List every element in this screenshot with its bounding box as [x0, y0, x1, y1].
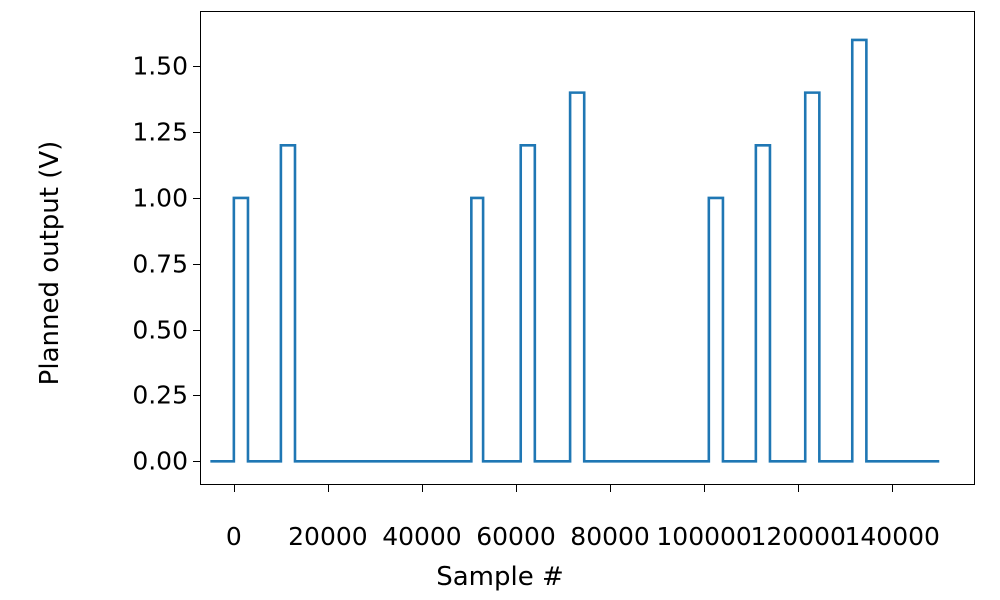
y-tick-label: 0.25: [132, 380, 188, 410]
y-tick-mark: [193, 132, 200, 134]
x-tick-mark: [327, 485, 329, 492]
y-tick-mark: [193, 263, 200, 265]
x-tick-label: 100000: [656, 522, 752, 551]
y-axis-label: Planned output (V): [35, 140, 65, 386]
y-axis-label-wrapper: Planned output (V): [35, 53, 65, 473]
y-tick-label: 1.25: [132, 117, 188, 147]
x-tick-mark: [610, 485, 612, 492]
x-tick-mark: [421, 485, 423, 492]
x-tick-label: 80000: [570, 522, 650, 551]
y-tick-label: 1.00: [132, 183, 188, 213]
x-tick-mark: [892, 485, 894, 492]
y-tick-label: 0.50: [132, 315, 188, 345]
y-tick-mark: [193, 395, 200, 397]
y-tick-mark: [193, 329, 200, 331]
y-tick-mark: [193, 197, 200, 199]
x-tick-label: 20000: [288, 522, 368, 551]
x-tick-label: 0: [225, 522, 242, 551]
waveform-plot: [210, 38, 940, 463]
x-tick-mark: [516, 485, 518, 492]
plot-axes-frame: [200, 11, 975, 485]
y-tick-label: 0.00: [132, 446, 188, 476]
x-tick-label: 140000: [844, 522, 940, 551]
y-tick-mark: [193, 66, 200, 68]
y-tick-mark: [193, 461, 200, 463]
x-tick-mark: [798, 485, 800, 492]
x-tick-label: 60000: [476, 522, 556, 551]
waveform-line: [210, 38, 940, 463]
x-tick-mark: [233, 485, 235, 492]
x-tick-label: 40000: [382, 522, 462, 551]
x-tick-mark: [704, 485, 706, 492]
y-tick-label: 1.50: [132, 51, 188, 81]
y-tick-label: 0.75: [132, 249, 188, 279]
x-axis-label: Sample #: [436, 562, 564, 592]
x-tick-label: 120000: [750, 522, 846, 551]
